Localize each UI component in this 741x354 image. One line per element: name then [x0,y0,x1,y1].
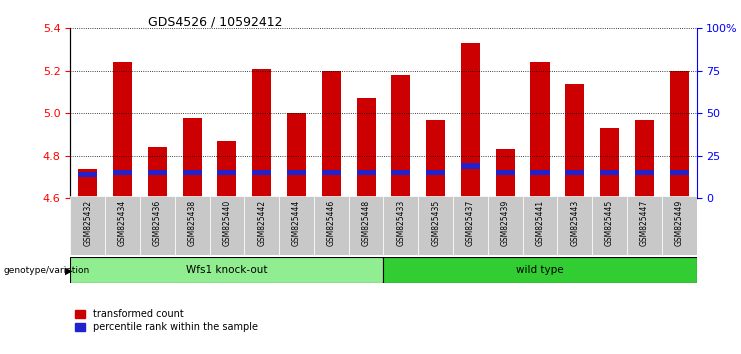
Bar [175,196,210,255]
Text: GSM825442: GSM825442 [257,199,266,246]
Bar [384,257,697,283]
Text: GSM825437: GSM825437 [466,199,475,246]
Bar [322,71,341,198]
Text: GSM825439: GSM825439 [501,199,510,246]
Bar [140,196,175,255]
Bar [418,196,453,255]
Bar [391,75,411,198]
Text: GSM825445: GSM825445 [605,199,614,246]
Text: GSM825443: GSM825443 [571,199,579,246]
Bar [635,120,654,198]
Text: GSM825440: GSM825440 [222,199,231,246]
Bar [635,170,654,175]
Bar [426,170,445,175]
Bar [557,196,592,255]
Legend: transformed count, percentile rank within the sample: transformed count, percentile rank withi… [76,309,258,332]
Bar [70,257,384,283]
Bar [461,163,480,169]
Bar [565,84,585,198]
Bar [252,69,271,198]
Text: GSM825447: GSM825447 [640,199,649,246]
Bar [670,71,688,198]
Bar [592,196,627,255]
Bar [182,170,202,175]
Text: wild type: wild type [516,265,564,275]
Bar [384,196,418,255]
Bar [322,170,341,175]
Bar [79,172,97,177]
Bar [217,170,236,175]
Bar [356,98,376,198]
Bar [279,196,314,255]
Text: GSM825432: GSM825432 [83,199,93,246]
Bar [627,196,662,255]
Bar [453,196,488,255]
Text: GSM825444: GSM825444 [292,199,301,246]
Bar [662,196,697,255]
Bar [488,196,522,255]
Text: GDS4526 / 10592412: GDS4526 / 10592412 [148,16,283,29]
Bar [113,170,132,175]
Bar [147,147,167,198]
Bar [113,62,132,198]
Bar [522,196,557,255]
Bar [217,141,236,198]
Text: ▶: ▶ [65,266,73,276]
Bar [287,113,306,198]
Bar [531,170,550,175]
Bar [565,170,585,175]
Bar [531,62,550,198]
Bar [496,149,515,198]
Bar [314,196,349,255]
Bar [245,196,279,255]
Bar [461,43,480,198]
Text: GSM825435: GSM825435 [431,199,440,246]
Bar [670,170,688,175]
Text: genotype/variation: genotype/variation [4,266,90,275]
Text: GSM825438: GSM825438 [187,199,196,246]
Bar [105,196,140,255]
Text: GSM825434: GSM825434 [118,199,127,246]
Bar [496,170,515,175]
Text: GSM825446: GSM825446 [327,199,336,246]
Bar [182,118,202,198]
Bar [287,170,306,175]
Text: GSM825436: GSM825436 [153,199,162,246]
Bar [70,196,105,255]
Bar [600,170,619,175]
Text: Wfs1 knock-out: Wfs1 knock-out [186,265,268,275]
Bar [356,170,376,175]
Text: GSM825448: GSM825448 [362,199,370,246]
Bar [426,120,445,198]
Bar [147,170,167,175]
Text: GSM825441: GSM825441 [536,199,545,246]
Text: GSM825449: GSM825449 [674,199,684,246]
Bar [600,128,619,198]
Bar [349,196,384,255]
Bar [252,170,271,175]
Bar [391,170,411,175]
Bar [210,196,245,255]
Bar [79,169,97,198]
Text: GSM825433: GSM825433 [396,199,405,246]
